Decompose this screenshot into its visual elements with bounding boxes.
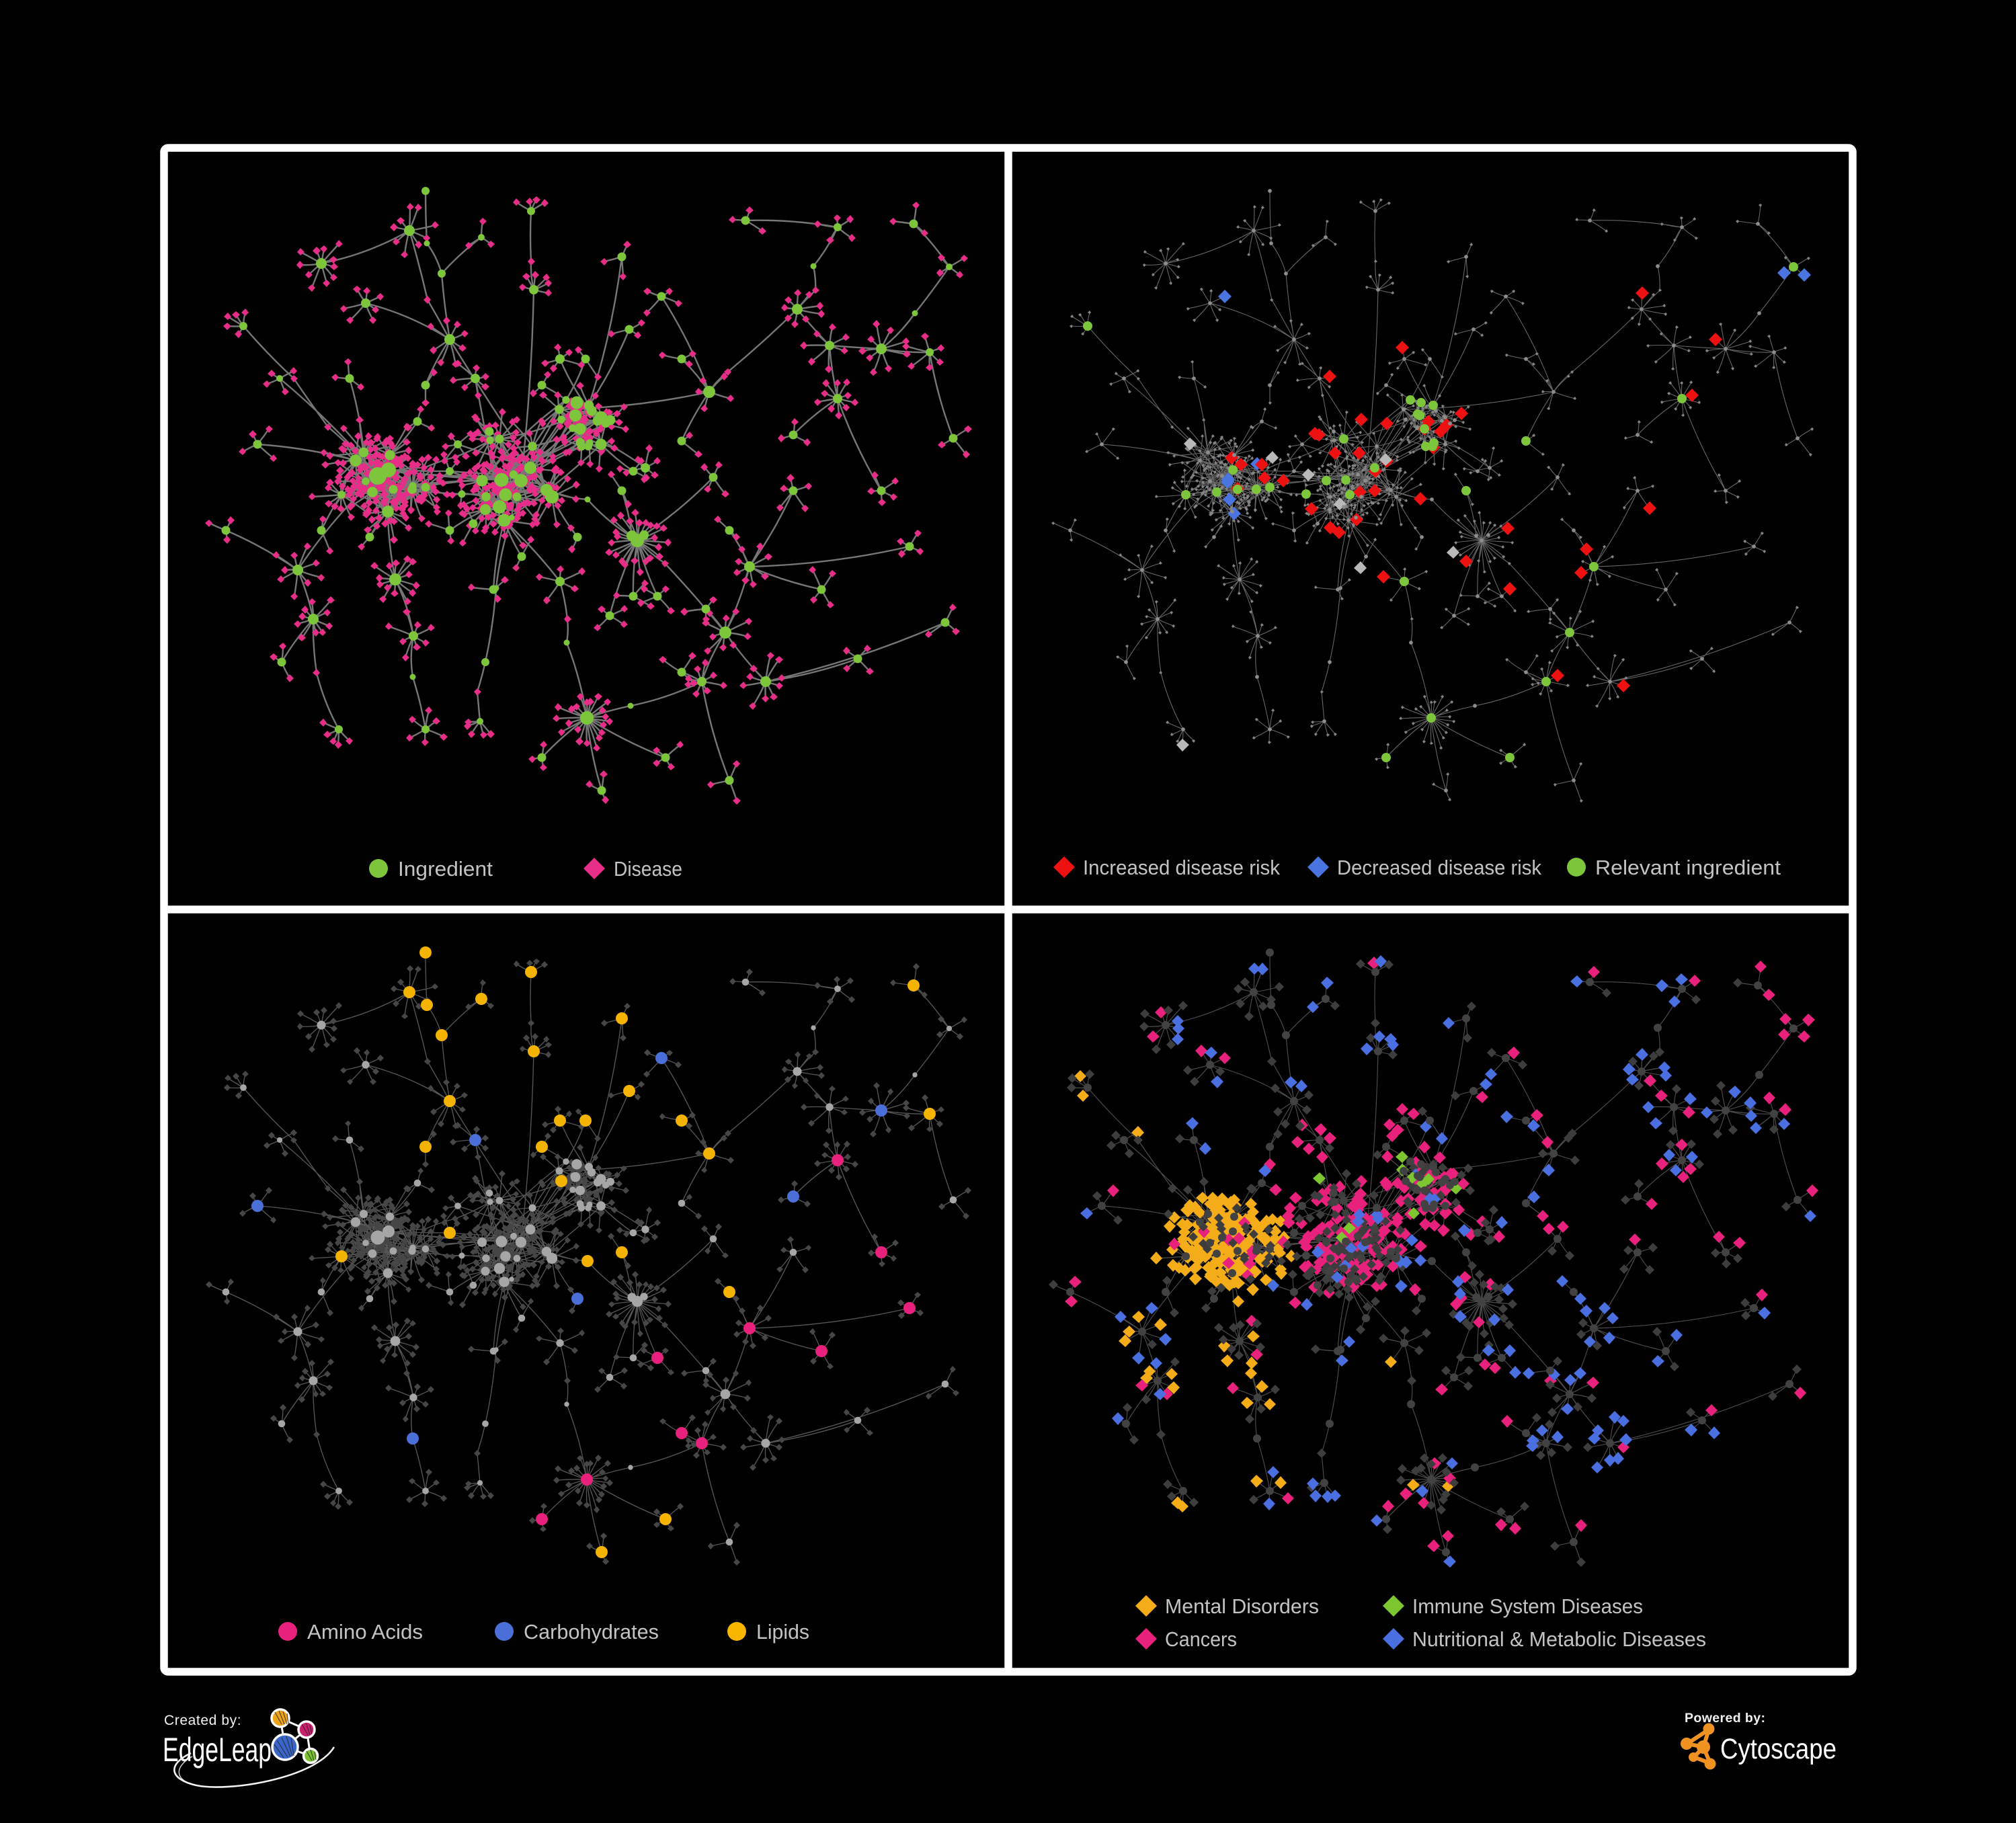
- svg-text:Cytoscape: Cytoscape: [1720, 1733, 1837, 1765]
- svg-text:Disease: Disease: [614, 857, 682, 881]
- svg-text:Mental Disorders: Mental Disorders: [1165, 1594, 1319, 1618]
- svg-text:Nutritional & Metabolic Diseas: Nutritional & Metabolic Diseases: [1412, 1627, 1706, 1651]
- svg-text:Decreased disease risk: Decreased disease risk: [1337, 856, 1541, 879]
- svg-text:Increased disease risk: Increased disease risk: [1083, 856, 1280, 879]
- svg-text:Created by:: Created by:: [164, 1713, 241, 1728]
- svg-text:Carbohydrates: Carbohydrates: [524, 1620, 659, 1644]
- svg-text:Cancers: Cancers: [1165, 1627, 1237, 1651]
- svg-text:Amino Acids: Amino Acids: [307, 1620, 423, 1644]
- svg-text:Powered by:: Powered by:: [1685, 1711, 1765, 1726]
- svg-text:Lipids: Lipids: [756, 1620, 809, 1644]
- svg-text:EdgeLeap: EdgeLeap: [163, 1731, 272, 1769]
- svg-text:Immune System Diseases: Immune System Diseases: [1412, 1594, 1643, 1618]
- svg-text:Relevant ingredient: Relevant ingredient: [1595, 856, 1781, 879]
- svg-text:Ingredient: Ingredient: [398, 857, 493, 881]
